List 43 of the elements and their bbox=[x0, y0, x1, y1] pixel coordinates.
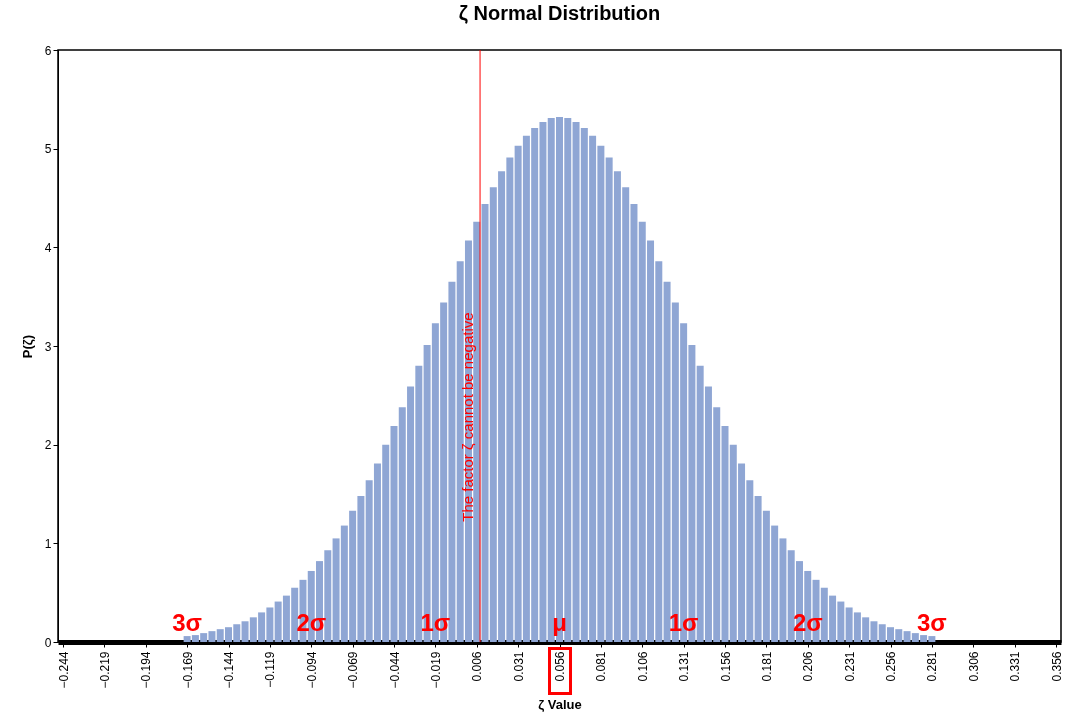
y-tick-label: 6 bbox=[44, 43, 52, 58]
annotation: 2σ bbox=[296, 609, 327, 636]
x-tick-label: 0.156 bbox=[718, 651, 733, 682]
ref-line-label: The factor ζ cannot be negative bbox=[459, 312, 477, 522]
y-tick-label: 3 bbox=[44, 339, 52, 354]
y-tick-label: 0 bbox=[44, 635, 52, 650]
y-tick-label: 1 bbox=[44, 536, 52, 551]
x-tick-label: 0.081 bbox=[594, 651, 609, 682]
x-tick-label: 0.306 bbox=[966, 651, 981, 682]
x-tick-label: −0.094 bbox=[304, 651, 319, 689]
x-tick-label: 0.356 bbox=[1049, 651, 1064, 682]
y-tick-label: 4 bbox=[44, 240, 52, 255]
x-tick-label: −0.169 bbox=[180, 651, 195, 689]
x-tick-label: −0.144 bbox=[222, 651, 236, 689]
y-tick-label: 2 bbox=[44, 438, 52, 453]
annotation: 3σ bbox=[916, 609, 947, 636]
x-tick-label: 0.281 bbox=[925, 651, 940, 682]
x-tick-label: 0.006 bbox=[470, 651, 485, 682]
x-tick-label: 0.031 bbox=[511, 651, 526, 682]
y-axis-title: P(ζ) bbox=[19, 334, 35, 359]
annotation: μ bbox=[552, 609, 567, 636]
chart-title: ζ Normal Distribution bbox=[458, 2, 661, 24]
x-tick-label: 0.256 bbox=[884, 651, 898, 682]
annotation: 2σ bbox=[792, 609, 823, 636]
annotation: 1σ bbox=[420, 609, 451, 636]
x-tick-label: −0.044 bbox=[387, 651, 402, 689]
x-tick-label: 0.106 bbox=[635, 651, 650, 682]
x-tick-label: 0.231 bbox=[842, 651, 857, 682]
x-tick-label: 0.131 bbox=[677, 651, 692, 682]
x-tick-label: 0.181 bbox=[759, 651, 774, 682]
annotation: 3σ bbox=[172, 609, 203, 636]
x-tick-label: 0.331 bbox=[1008, 651, 1023, 682]
y-tick-label: 5 bbox=[44, 142, 52, 157]
annotation: 1σ bbox=[668, 609, 699, 636]
x-tick-label: 0.056 bbox=[553, 651, 567, 682]
x-tick-label: −0.219 bbox=[97, 651, 112, 689]
x-tick-label: −0.119 bbox=[263, 651, 278, 688]
x-tick-label: 0.206 bbox=[801, 651, 816, 682]
x-axis-title: ζ Value bbox=[538, 696, 582, 712]
x-tick-label: −0.019 bbox=[428, 651, 443, 689]
x-tick-label: −0.069 bbox=[346, 651, 361, 689]
x-tick-label: −0.194 bbox=[139, 651, 154, 689]
x-tick-label: −0.244 bbox=[56, 651, 71, 689]
